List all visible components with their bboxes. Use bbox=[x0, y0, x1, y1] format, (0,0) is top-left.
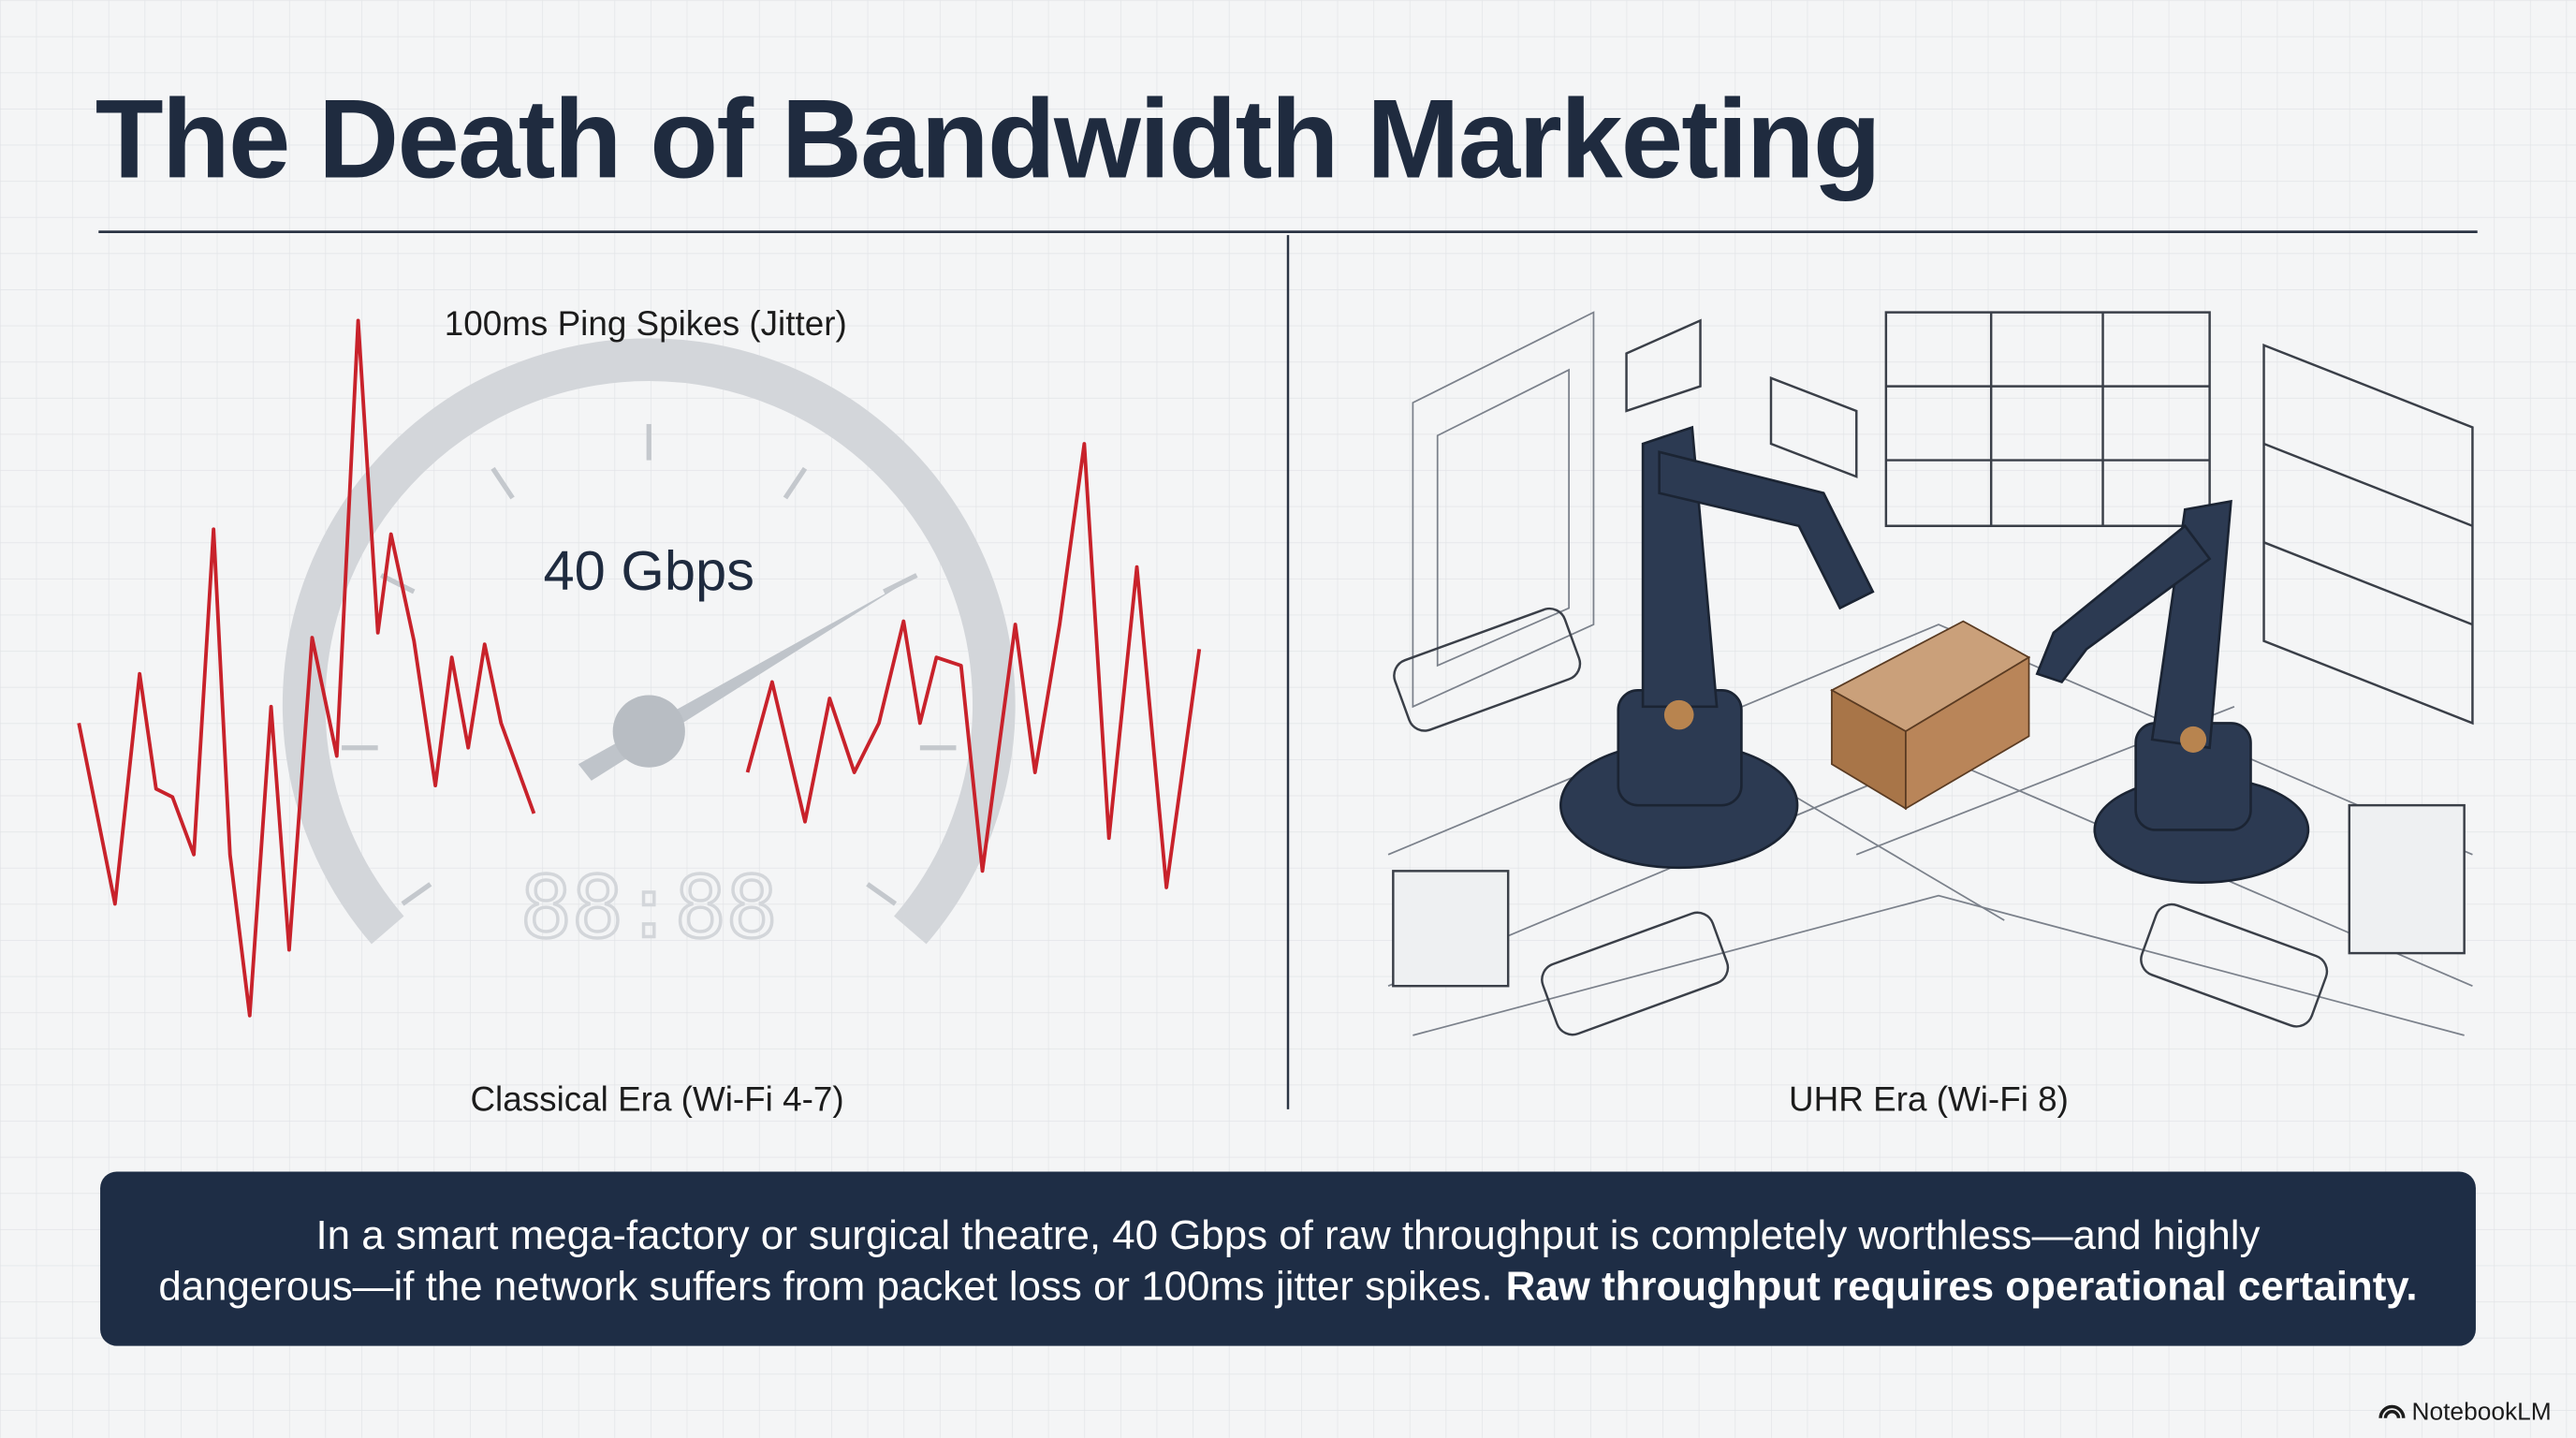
brand: NotebookLM bbox=[2411, 1398, 2551, 1426]
gauge-reading: 40 Gbps bbox=[543, 539, 754, 602]
right-caption: UHR Era (Wi-Fi 8) bbox=[1789, 1080, 2069, 1119]
callout-text: dangerous—if the network suffers from pa… bbox=[158, 1263, 1492, 1309]
robot-arm-right bbox=[2035, 499, 2310, 884]
callout-line: In a smart mega-factory or surgical thea… bbox=[316, 1212, 2261, 1258]
jitter-line bbox=[77, 318, 1202, 1018]
callout-box bbox=[100, 1171, 2476, 1346]
title: The Death of Bandwidth Marketing bbox=[95, 78, 1880, 202]
crate bbox=[1830, 620, 2031, 811]
callout-emphasis: Raw throughput requires operational cert… bbox=[1506, 1263, 2418, 1309]
speedometer: 88:88 bbox=[282, 338, 1016, 959]
robot-arm-left bbox=[1559, 425, 1875, 870]
digital-display: 88:88 bbox=[520, 858, 778, 958]
factory-illustration bbox=[1387, 311, 2474, 1036]
jitter-label: 100ms Ping Spikes (Jitter) bbox=[445, 304, 847, 343]
callout-line: dangerous—if the network suffers from pa… bbox=[158, 1263, 2417, 1309]
brand-icon bbox=[2378, 1404, 2406, 1419]
left-caption: Classical Era (Wi-Fi 4-7) bbox=[470, 1080, 843, 1119]
